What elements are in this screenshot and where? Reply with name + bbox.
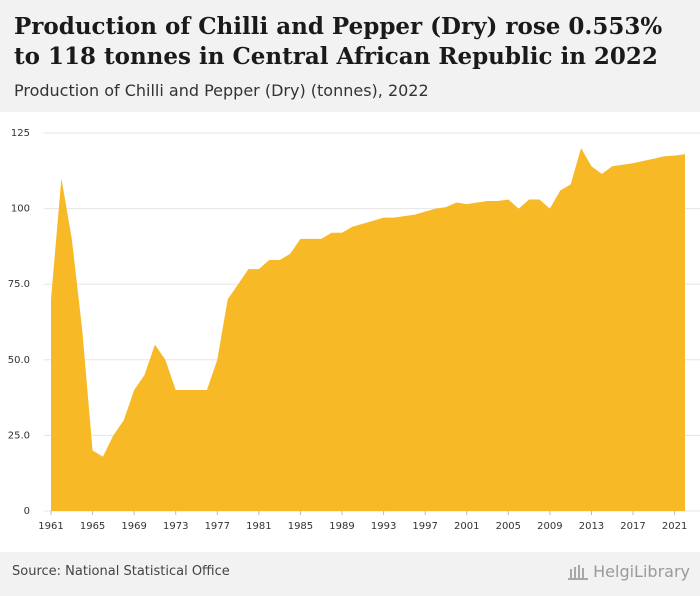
x-tick-label: 1973	[163, 521, 188, 532]
x-tick-label: 2009	[537, 521, 562, 532]
x-axis-labels: 1961 1965 1969 1973 1977 1981 1985 1989 1993 1997…	[38, 511, 687, 532]
x-tick-label: 1993	[371, 521, 396, 532]
x-tick-label: 2013	[579, 521, 604, 532]
footer-band: Source: National Statistical Office Helg…	[0, 552, 700, 596]
production-area-series	[51, 148, 685, 511]
x-tick-label: 1981	[246, 521, 271, 532]
y-tick-label: 0	[24, 506, 30, 517]
x-tick-label: 2005	[496, 521, 521, 532]
header-band: Production of Chilli and Pepper (Dry) ro…	[0, 0, 700, 112]
chart-subtitle: Production of Chilli and Pepper (Dry) (t…	[14, 81, 429, 100]
x-tick-label: 1969	[121, 521, 146, 532]
area-chart: 0 25.0 50.0 75.0 100 125 1961 1965 1969 1973 1977…	[8, 128, 700, 532]
x-tick-label: 2001	[454, 521, 479, 532]
logo-text: HelgiLibrary	[593, 562, 690, 581]
x-tick-label: 1985	[288, 521, 313, 532]
x-tick-label: 1989	[329, 521, 354, 532]
y-tick-label: 100	[11, 204, 30, 215]
y-tick-label: 50.0	[8, 355, 30, 366]
y-tick-label: 75.0	[8, 279, 30, 290]
x-tick-label: 2017	[620, 521, 645, 532]
source-note: Source: National Statistical Office	[12, 564, 230, 579]
y-axis-labels: 0 25.0 50.0 75.0 100 125	[8, 128, 30, 517]
x-tick-label: 1961	[38, 521, 63, 532]
x-tick-label: 1997	[412, 521, 437, 532]
library-building-icon	[568, 564, 589, 580]
y-tick-label: 125	[11, 128, 30, 139]
x-tick-label: 2021	[662, 521, 687, 532]
chart-title: Production of Chilli and Pepper (Dry) ro…	[14, 13, 663, 70]
x-tick-label: 1965	[80, 521, 105, 532]
x-tick-label: 1977	[205, 521, 230, 532]
helgilibrary-logo[interactable]: HelgiLibrary	[567, 562, 690, 581]
y-tick-label: 25.0	[8, 430, 30, 441]
